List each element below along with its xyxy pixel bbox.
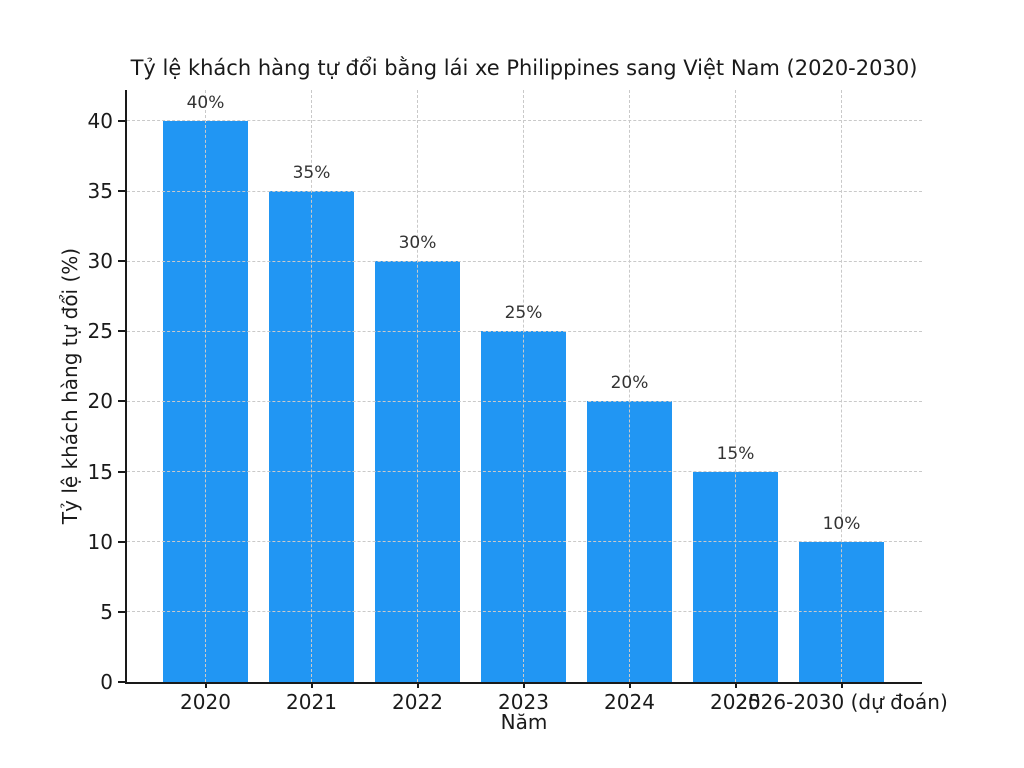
y-tick-mark (118, 681, 127, 683)
x-tick-mark (734, 682, 737, 688)
y-tick-label: 20 (87, 389, 113, 414)
x-tick-label: 2021 (286, 690, 337, 714)
x-axis-label: Năm (500, 710, 548, 734)
y-tick-mark (118, 470, 127, 473)
grid-line-vertical (735, 90, 736, 682)
grid-line-vertical (523, 90, 524, 682)
grid-line-horizontal (127, 611, 922, 613)
grid-line-vertical (841, 90, 842, 682)
grid-line-vertical (205, 90, 206, 682)
x-tick-label: 2020 (180, 690, 231, 714)
grid-line-vertical (629, 90, 630, 682)
y-tick-mark (118, 119, 127, 122)
bar-value-label: 30% (398, 233, 437, 254)
y-tick-mark (118, 400, 127, 403)
x-tick-label: 2022 (392, 690, 443, 714)
y-tick-mark (118, 260, 127, 263)
grid-line-horizontal (127, 400, 922, 402)
x-tick-mark (310, 682, 313, 688)
y-tick-label: 40 (87, 108, 113, 133)
bar-value-label: 20% (610, 373, 649, 394)
x-tick-mark (416, 682, 419, 688)
grid-line-horizontal (127, 120, 922, 122)
grid-line-horizontal (127, 471, 922, 473)
y-tick-mark (118, 190, 127, 192)
grid-line-vertical (311, 90, 312, 682)
x-tick-mark (628, 682, 631, 688)
y-tick-label: 35 (87, 179, 113, 203)
bar-value-label: 15% (716, 443, 755, 464)
bar-value-label: 40% (186, 92, 225, 113)
x-tick-label: 2026-2030 (dự đoán) (735, 690, 948, 714)
y-axis-spine (125, 90, 127, 684)
bar-value-label: 10% (822, 513, 861, 534)
y-tick-label: 10 (87, 529, 113, 554)
bar-value-label: 35% (292, 163, 331, 183)
x-tick-mark (840, 682, 843, 688)
x-tick-label: 2024 (604, 690, 655, 714)
x-axis-spine (125, 682, 922, 684)
y-tick-label: 15 (87, 459, 113, 484)
grid-line-horizontal (127, 190, 922, 192)
x-tick-mark (204, 682, 207, 688)
y-tick-mark (118, 540, 127, 543)
grid-line-horizontal (127, 541, 922, 543)
x-tick-mark (522, 682, 525, 688)
x-tick-label: 2023 (498, 690, 549, 714)
y-tick-label: 5 (100, 599, 113, 624)
chart-title: Tỷ lệ khách hàng tự đổi bằng lái xe Phil… (130, 56, 918, 80)
x-tick-label: 2025 (710, 690, 761, 714)
grid-line-vertical (417, 90, 418, 682)
y-tick-mark (118, 330, 127, 333)
bar-value-label: 25% (504, 303, 543, 324)
y-tick-label: 25 (87, 319, 113, 344)
y-tick-label: 30 (87, 249, 113, 274)
grid-line-horizontal (127, 330, 922, 332)
y-tick-mark (118, 610, 127, 613)
y-tick-label: 0 (100, 670, 113, 694)
grid-line-horizontal (127, 260, 922, 262)
